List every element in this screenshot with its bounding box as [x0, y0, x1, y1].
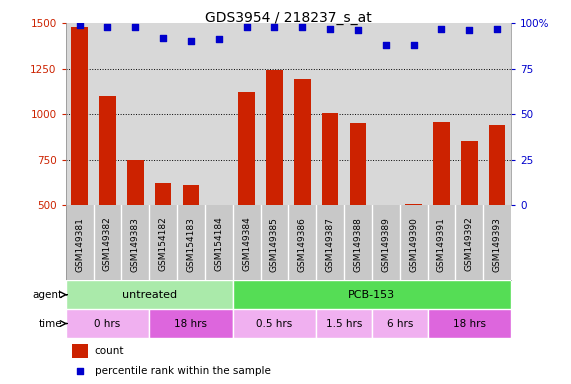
Text: GSM149385: GSM149385	[270, 217, 279, 271]
Point	[242, 24, 251, 30]
Bar	[73, 344, 88, 358]
Text: GSM154183: GSM154183	[186, 217, 195, 271]
Bar	[461, 141, 477, 205]
Text: 0.5 hrs: 0.5 hrs	[256, 318, 292, 329]
Text: time: time	[39, 318, 63, 329]
Text: 18 hrs: 18 hrs	[453, 318, 486, 329]
Bar	[294, 79, 311, 205]
Point	[493, 25, 502, 31]
Point	[270, 24, 279, 30]
Text: 0 hrs: 0 hrs	[94, 318, 120, 329]
Text: GSM149393: GSM149393	[493, 217, 502, 271]
Text: 18 hrs: 18 hrs	[174, 318, 207, 329]
Point	[381, 42, 391, 48]
Text: GSM149388: GSM149388	[353, 217, 363, 271]
Bar	[233, 309, 316, 338]
Text: untreated: untreated	[122, 290, 177, 300]
Bar	[266, 70, 283, 205]
Text: 6 hrs: 6 hrs	[387, 318, 413, 329]
Text: PCB-153: PCB-153	[348, 290, 396, 300]
Point	[465, 27, 474, 33]
Bar	[99, 96, 116, 205]
Bar	[316, 309, 372, 338]
Text: GDS3954 / 218237_s_at: GDS3954 / 218237_s_at	[205, 11, 372, 25]
Text: GSM149382: GSM149382	[103, 217, 112, 271]
Text: GSM149381: GSM149381	[75, 217, 84, 271]
Text: GSM149384: GSM149384	[242, 217, 251, 271]
Point	[75, 368, 85, 374]
Text: GSM149391: GSM149391	[437, 217, 446, 271]
Point	[131, 24, 140, 30]
Text: 1.5 hrs: 1.5 hrs	[326, 318, 362, 329]
Text: GSM149390: GSM149390	[409, 217, 418, 271]
Bar	[233, 280, 511, 309]
Bar	[349, 123, 367, 205]
Text: GSM149386: GSM149386	[297, 217, 307, 271]
Bar	[238, 92, 255, 205]
Text: GSM149387: GSM149387	[325, 217, 335, 271]
Text: GSM149383: GSM149383	[131, 217, 140, 271]
Bar	[71, 27, 88, 205]
Text: GSM154182: GSM154182	[159, 217, 168, 271]
Bar	[66, 309, 149, 338]
Bar	[149, 309, 233, 338]
Bar	[372, 309, 428, 338]
Bar	[433, 121, 450, 205]
Point	[437, 25, 446, 31]
Point	[353, 27, 363, 33]
Point	[186, 38, 195, 44]
Point	[325, 25, 335, 31]
Point	[159, 35, 168, 41]
Bar	[322, 113, 339, 205]
Text: GSM149389: GSM149389	[381, 217, 391, 271]
Bar	[66, 280, 233, 309]
Bar	[183, 185, 199, 205]
Point	[409, 42, 418, 48]
Point	[214, 36, 223, 43]
Bar	[405, 204, 422, 205]
Text: agent: agent	[33, 290, 63, 300]
Text: count: count	[95, 346, 124, 356]
Bar	[127, 160, 144, 205]
Text: GSM149392: GSM149392	[465, 217, 474, 271]
Bar	[155, 183, 171, 205]
Point	[103, 24, 112, 30]
Bar	[428, 309, 511, 338]
Point	[75, 22, 84, 28]
Text: GSM154184: GSM154184	[214, 217, 223, 271]
Bar	[489, 125, 505, 205]
Text: percentile rank within the sample: percentile rank within the sample	[95, 366, 271, 376]
Point	[297, 24, 307, 30]
